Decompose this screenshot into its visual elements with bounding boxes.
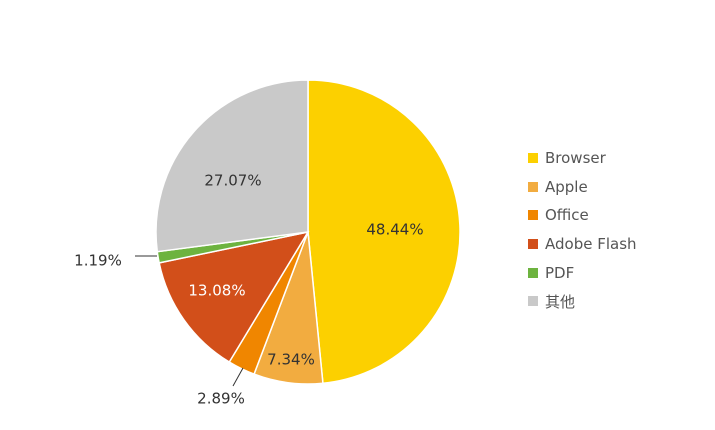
legend-swatch: [528, 210, 538, 221]
leader-line: [232, 367, 244, 387]
legend-label: Office: [545, 206, 589, 225]
legend-item: Apple: [528, 173, 637, 202]
legend-label: Apple: [545, 177, 588, 196]
slice-value-label: 1.19%: [74, 252, 122, 270]
legend-item: Office: [528, 201, 637, 230]
slice-value-label: 48.44%: [366, 221, 423, 239]
slice-value-label: 27.07%: [204, 172, 261, 190]
slice-value-label: 13.08%: [188, 282, 245, 300]
legend-item: 其他: [528, 287, 637, 316]
legend-swatch: [528, 239, 538, 250]
legend-item: Browser: [528, 144, 637, 173]
legend-label: Adobe Flash: [545, 235, 637, 254]
pie-slice-adobe-flash: [158, 230, 310, 364]
legend-label: PDF: [545, 263, 575, 282]
legend-swatch: [528, 153, 538, 164]
pie-slice-browser: [307, 79, 461, 385]
pie-slice-其他: [155, 79, 309, 253]
legend-item: PDF: [528, 258, 637, 287]
legend-item: Adobe Flash: [528, 230, 637, 259]
chart-legend: Browser Apple Office Adobe Flash PDF 其他: [528, 144, 637, 316]
legend-swatch: [528, 296, 538, 307]
slice-value-label: 2.89%: [197, 390, 245, 408]
slice-value-label: 7.34%: [267, 351, 315, 369]
legend-swatch: [528, 267, 538, 278]
legend-swatch: [528, 181, 538, 192]
legend-label: Browser: [545, 149, 606, 168]
legend-label: 其他: [545, 292, 576, 311]
